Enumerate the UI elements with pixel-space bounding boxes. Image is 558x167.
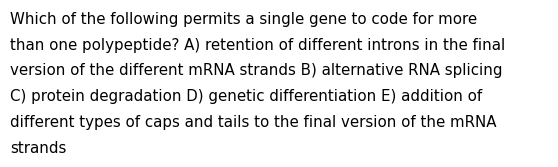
- Text: C) protein degradation D) genetic differentiation E) addition of: C) protein degradation D) genetic differ…: [10, 89, 482, 104]
- Text: version of the different mRNA strands B) alternative RNA splicing: version of the different mRNA strands B)…: [10, 63, 503, 78]
- Text: Which of the following permits a single gene to code for more: Which of the following permits a single …: [10, 12, 477, 27]
- Text: strands: strands: [10, 141, 66, 156]
- Text: than one polypeptide? A) retention of different introns in the final: than one polypeptide? A) retention of di…: [10, 38, 506, 53]
- Text: different types of caps and tails to the final version of the mRNA: different types of caps and tails to the…: [10, 115, 497, 130]
